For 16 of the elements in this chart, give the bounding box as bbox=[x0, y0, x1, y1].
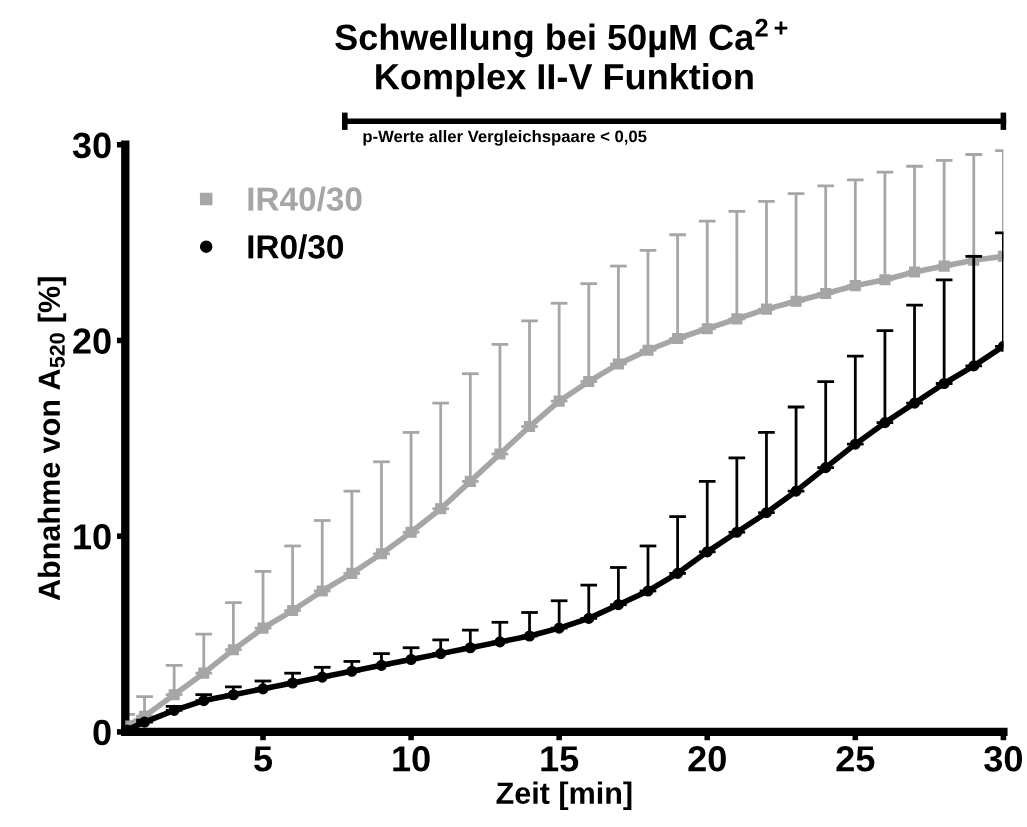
annotation: p-Werte aller Vergleichspaare < 0,05 bbox=[363, 130, 647, 146]
x-tick-label: 25 bbox=[836, 746, 875, 772]
legend-label: IR40/30 bbox=[248, 186, 362, 212]
x-axis-title: Zeit [min] bbox=[496, 781, 632, 811]
x-tick-label: 30 bbox=[984, 746, 1022, 772]
y-tick-label: 10 bbox=[74, 524, 111, 550]
y-tick-label: 30 bbox=[72, 132, 111, 159]
chart-title: Schwellung bei 50µM Ca$^{2+}$ Komplex II-V Funktion bbox=[335, 18, 788, 97]
y-axis-title: Abnahme von A$_{520}$ [%] bbox=[37, 277, 67, 601]
legend-label: IR0/30 bbox=[248, 234, 344, 260]
x-tick-label: 20 bbox=[688, 746, 726, 772]
y-tick-label: 20 bbox=[73, 328, 111, 354]
x-tick-label: 10 bbox=[393, 746, 430, 772]
y-tick-label: 0 bbox=[93, 719, 111, 746]
x-tick-label: 15 bbox=[541, 746, 579, 772]
x-tick-label: 5 bbox=[254, 746, 273, 772]
